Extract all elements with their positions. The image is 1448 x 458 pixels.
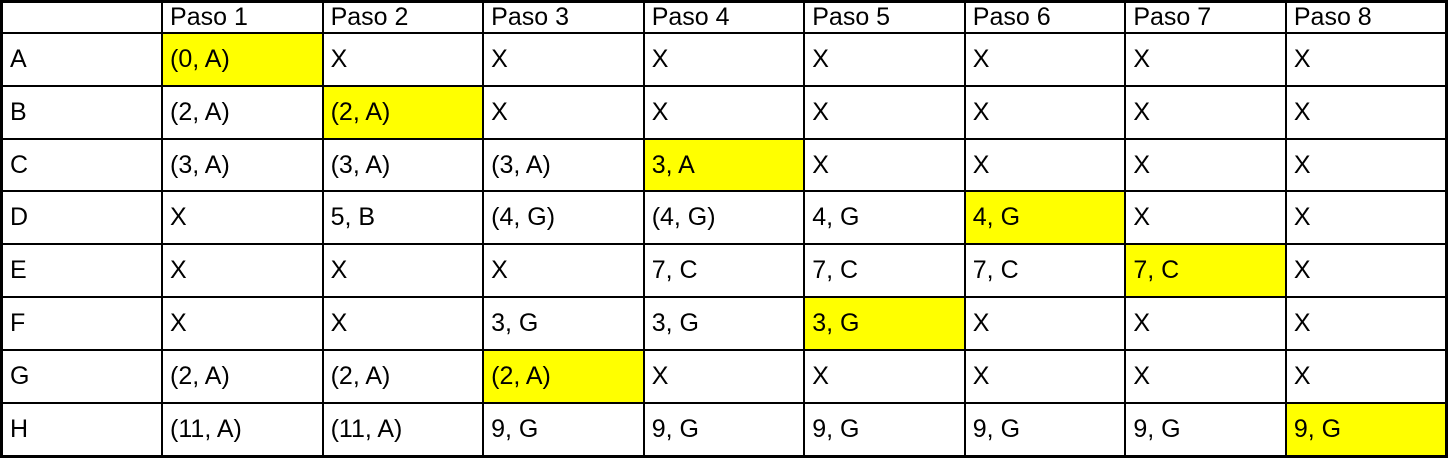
row-label: F [0,296,164,351]
table-cell: X [642,84,806,140]
table-cell: X [963,84,1127,140]
column-header-paso-2: Paso 2 [321,0,485,34]
row-label: B [0,84,164,140]
table-cell: X [482,84,645,140]
table-cell: (4, G) [642,190,806,246]
table-cell: X [963,296,1127,351]
row-label: G [0,348,164,404]
table-cell: (11, A) [321,401,485,458]
table-cell: 5, B [321,190,485,246]
table-cell: (11, A) [161,401,324,458]
table-cell: X [1284,190,1448,246]
table-cell: 7, C [963,243,1127,299]
header-row: Paso 1 Paso 2 Paso 3 Paso 4 Paso 5 Paso 6 Paso… [0,0,1448,34]
row-label: E [0,243,164,299]
table-cell: X [161,243,324,299]
corner-cell [0,0,164,34]
table-cell-highlighted: 9, G [1284,401,1448,458]
table-cell: X [1284,348,1448,404]
table-cell-highlighted: (2, A) [321,84,485,140]
table-cell: (3, A) [482,137,645,193]
table-cell: X [1124,84,1287,140]
table-cell: X [963,137,1127,193]
table-cell: X [1124,296,1287,351]
table-cell: X [161,190,324,246]
table-cell: 7, C [642,243,806,299]
table-cell: X [803,348,966,404]
table-cell: X [642,32,806,87]
table-cell: X [1284,137,1448,193]
table-cell-highlighted: 3, G [803,296,966,351]
table-cell: X [321,32,485,87]
table-cell: (4, G) [482,190,645,246]
table-cell: (2, A) [321,348,485,404]
column-header-paso-7: Paso 7 [1124,0,1287,34]
table-cell: X [482,243,645,299]
table-body: A (0, A) X X X X X X X B (2, A) (2, A) X X X X X X C (3, A)… [0,32,1448,458]
table-cell: X [642,348,806,404]
table-row-b: B (2, A) (2, A) X X X X X X [0,84,1448,140]
row-label: A [0,32,164,87]
table-row-a: A (0, A) X X X X X X X [0,32,1448,87]
table-cell: (3, A) [161,137,324,193]
table-cell: 9, G [1124,401,1287,458]
table-cell: 9, G [963,401,1127,458]
table-cell: X [963,32,1127,87]
table-row-h: H (11, A) (11, A) 9, G 9, G 9, G 9, G 9, G 9, G [0,401,1448,458]
table-cell: (2, A) [161,348,324,404]
table-cell: X [1124,348,1287,404]
table-cell: X [1284,296,1448,351]
table-cell-highlighted: 3, A [642,137,806,193]
table-cell: X [482,32,645,87]
table-head: Paso 1 Paso 2 Paso 3 Paso 4 Paso 5 Paso 6 Paso… [0,0,1448,34]
row-label: H [0,401,164,458]
table-cell: X [963,348,1127,404]
column-header-paso-5: Paso 5 [803,0,966,34]
table-cell: X [1124,32,1287,87]
row-label: C [0,137,164,193]
table-cell: 9, G [803,401,966,458]
table-cell-highlighted: 7, C [1124,243,1287,299]
table-cell-highlighted: 4, G [963,190,1127,246]
table-cell: 9, G [642,401,806,458]
table-cell: X [803,32,966,87]
table-cell: X [321,243,485,299]
table-cell-highlighted: (2, A) [482,348,645,404]
table-cell: X [1124,190,1287,246]
table-row-g: G (2, A) (2, A) (2, A) X X X X X [0,348,1448,404]
table-cell: 3, G [642,296,806,351]
table-cell: 9, G [482,401,645,458]
table-cell: X [161,296,324,351]
column-header-paso-1: Paso 1 [161,0,324,34]
column-header-paso-8: Paso 8 [1284,0,1448,34]
table-cell-highlighted: (0, A) [161,32,324,87]
table-cell: 4, G [803,190,966,246]
column-header-paso-6: Paso 6 [963,0,1127,34]
table-cell: (3, A) [321,137,485,193]
column-header-paso-4: Paso 4 [642,0,806,34]
table-cell: X [1284,32,1448,87]
table-cell: X [321,296,485,351]
table-cell: (2, A) [161,84,324,140]
table-cell: X [803,137,966,193]
table-cell: X [1284,243,1448,299]
table-cell: X [803,84,966,140]
table-cell: X [1284,84,1448,140]
table-cell: 3, G [482,296,645,351]
table-cell: 7, C [803,243,966,299]
row-label: D [0,190,164,246]
table-cell: X [1124,137,1287,193]
column-header-paso-3: Paso 3 [482,0,645,34]
